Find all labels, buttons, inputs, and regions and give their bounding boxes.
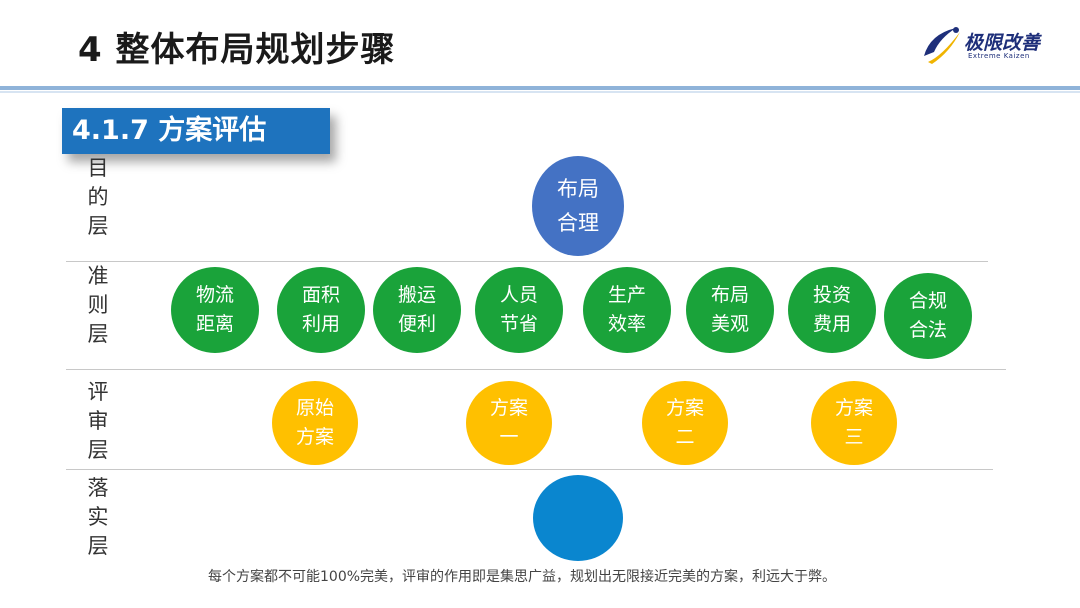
node-text: 布局 [557, 177, 599, 201]
separator-criteria-review [66, 369, 1006, 370]
layer-label-criteria: 准 则 层 [84, 262, 112, 349]
node-text: 合规 [908, 290, 947, 312]
layer-label-char: 评 [87, 380, 109, 404]
criteria-node: 投资 费用 [788, 267, 876, 353]
node-text: 节省 [499, 313, 538, 335]
layer-label-implementation: 落 实 层 [84, 474, 112, 561]
layer-label-char: 准 [87, 264, 109, 288]
implementation-node [533, 475, 623, 561]
criteria-node: 布局 美观 [686, 267, 774, 353]
plan-node: 方案 二 [642, 381, 728, 465]
node-text: 投资 [812, 284, 851, 306]
node-text: 合理 [557, 211, 599, 235]
layer-label-goal: 目 的 层 [84, 154, 112, 241]
criteria-node: 物流 距离 [171, 267, 259, 353]
plan-node: 方案 三 [811, 381, 897, 465]
header-rule [0, 86, 1080, 90]
node-text: 三 [844, 426, 864, 448]
criteria-node: 面积 利用 [277, 267, 365, 353]
plan-node: 方案 一 [466, 381, 552, 465]
node-text: 生产 [607, 284, 646, 306]
node-text: 一 [499, 426, 519, 448]
node-text: 原始 [295, 397, 334, 419]
section-heading: 4.1.7 方案评估 [62, 108, 330, 154]
layer-label-char: 落 [87, 476, 109, 500]
criteria-node: 搬运 便利 [373, 267, 461, 353]
node-text: 合法 [908, 319, 947, 341]
goal-node: 布局 合理 [532, 156, 624, 256]
node-text: 费用 [812, 313, 851, 335]
node-text: 距离 [195, 313, 234, 335]
logo-name: 极限改善 [964, 32, 1041, 54]
separator-goal-criteria [66, 261, 988, 262]
layer-label-char: 的 [87, 185, 109, 209]
layer-label-char: 审 [87, 409, 109, 433]
slide-caption: 每个方案都不可能100%完美，评审的作用即是集思广益，规划出无限接近完美的方案，… [208, 569, 837, 585]
slide-title: 4 整体布局规划步骤 [78, 30, 396, 70]
node-text: 利用 [301, 313, 340, 335]
logo-subtitle: Extreme Kaizen [968, 52, 1030, 60]
node-text: 物流 [195, 284, 234, 306]
node-text: 布局 [710, 284, 749, 306]
node-text: 便利 [397, 313, 436, 335]
rocket-swoosh-icon [924, 27, 960, 64]
company-logo: 极限改善 Extreme Kaizen [920, 20, 1070, 70]
separator-review-implementation [66, 469, 993, 470]
layer-label-char: 层 [87, 214, 109, 238]
node-text: 方案 [489, 397, 528, 419]
header-rule-light [0, 91, 1080, 93]
layer-label-char: 层 [87, 534, 109, 558]
node-text: 搬运 [397, 284, 436, 306]
plan-node: 原始 方案 [272, 381, 358, 465]
layer-label-char: 目 [87, 156, 109, 180]
layer-label-char: 则 [87, 293, 109, 317]
node-text: 方案 [295, 426, 334, 448]
criteria-node: 生产 效率 [583, 267, 671, 353]
node-text: 人员 [499, 284, 538, 306]
layer-label-char: 实 [87, 505, 109, 529]
layer-label-char: 层 [87, 438, 109, 462]
criteria-node: 人员 节省 [475, 267, 563, 353]
node-text: 方案 [834, 397, 873, 419]
layer-label-review: 评 审 层 [84, 378, 112, 465]
node-text: 面积 [301, 284, 340, 306]
node-text: 方案 [665, 397, 704, 419]
node-text: 美观 [710, 313, 749, 335]
node-text: 二 [675, 426, 695, 448]
node-text: 效率 [607, 313, 646, 335]
layer-label-char: 层 [87, 322, 109, 346]
criteria-node: 合规 合法 [884, 273, 972, 359]
